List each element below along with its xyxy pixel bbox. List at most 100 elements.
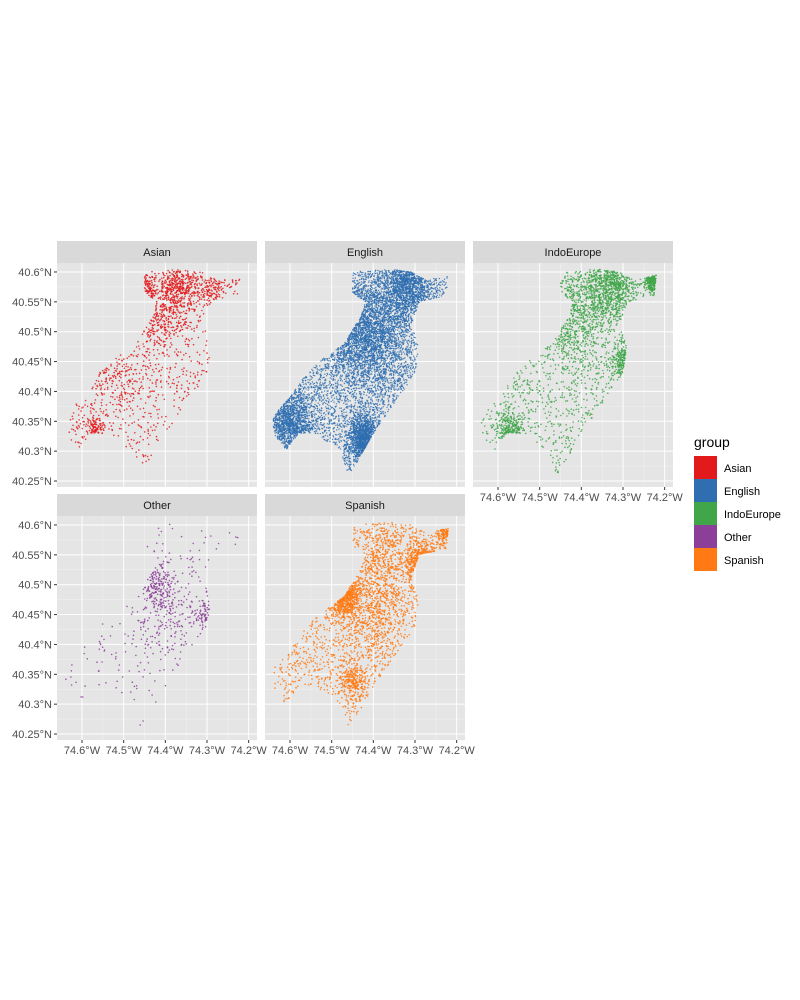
data-point [149,334,152,337]
data-point [370,351,373,353]
data-point [366,394,368,396]
data-point [198,287,200,289]
data-point [346,387,349,389]
data-point [404,353,406,355]
data-point [158,342,161,345]
data-point [400,353,403,356]
data-point [164,323,167,325]
data-point [403,379,405,382]
data-point [412,309,414,311]
data-point [153,320,155,323]
data-point [326,362,329,365]
data-point [398,331,400,333]
data-point [332,377,335,380]
data-point [191,328,193,331]
data-point [162,424,165,426]
data-point [142,415,144,418]
data-point [93,408,95,411]
data-point [104,424,106,427]
data-point [188,297,190,300]
data-point [101,422,104,424]
data-point [358,285,360,287]
data-point [154,330,156,333]
data-point [374,386,376,388]
data-point [200,298,203,301]
data-point [218,295,221,298]
data-point [176,354,179,357]
data-point [433,281,435,283]
data-point [175,287,177,290]
data-point [182,373,184,376]
data-point [199,297,201,299]
data-point [393,372,395,374]
data-point [120,428,122,430]
data-point [151,429,154,432]
data-point [110,385,113,388]
data-point [77,441,79,443]
data-point [131,364,133,366]
data-point [150,287,153,290]
data-point [312,425,315,428]
data-point [91,419,94,421]
data-point [200,294,202,296]
data-point [148,458,150,461]
data-point [196,360,199,363]
data-point [367,406,369,408]
data-point [367,402,370,404]
data-point [181,278,184,281]
data-point [121,370,124,373]
data-point [344,367,346,369]
data-point [169,298,172,300]
data-point [94,399,97,401]
data-point [181,368,183,371]
data-point [151,270,153,273]
data-point [366,387,368,389]
data-point [432,292,435,294]
data-point [326,393,329,395]
data-point [148,351,151,354]
data-point [397,388,400,390]
data-point [406,295,409,298]
data-point [153,339,156,342]
data-point [189,283,192,285]
data-point [382,365,385,368]
data-point [315,400,317,402]
data-point [322,399,325,401]
data-point [174,305,177,308]
data-point [173,274,175,277]
data-point [376,418,378,421]
data-point [111,429,114,432]
data-point [151,368,154,371]
data-point [195,279,198,281]
data-point [164,274,166,277]
data-point [172,271,175,273]
data-point [101,393,104,396]
data-point [128,443,131,445]
data-point [363,393,365,396]
data-point [201,279,204,281]
data-point [89,410,92,412]
data-point [92,427,95,429]
data-point [185,352,187,355]
data-point [373,368,375,370]
data-point [206,358,209,361]
data-point [321,436,323,438]
data-point [182,370,185,373]
data-point [168,335,171,337]
data-point [196,294,199,297]
data-point [135,373,138,375]
data-point [387,389,389,391]
data-point [81,416,84,419]
data-point [187,272,189,274]
data-point [110,425,113,427]
data-point [349,370,351,372]
data-point [435,290,438,292]
data-point [178,406,180,409]
data-point [186,270,189,273]
data-point [140,398,142,400]
data-point [95,428,97,431]
data-point [366,352,368,354]
data-point [98,419,101,422]
data-point [337,424,339,427]
data-point [228,286,231,289]
